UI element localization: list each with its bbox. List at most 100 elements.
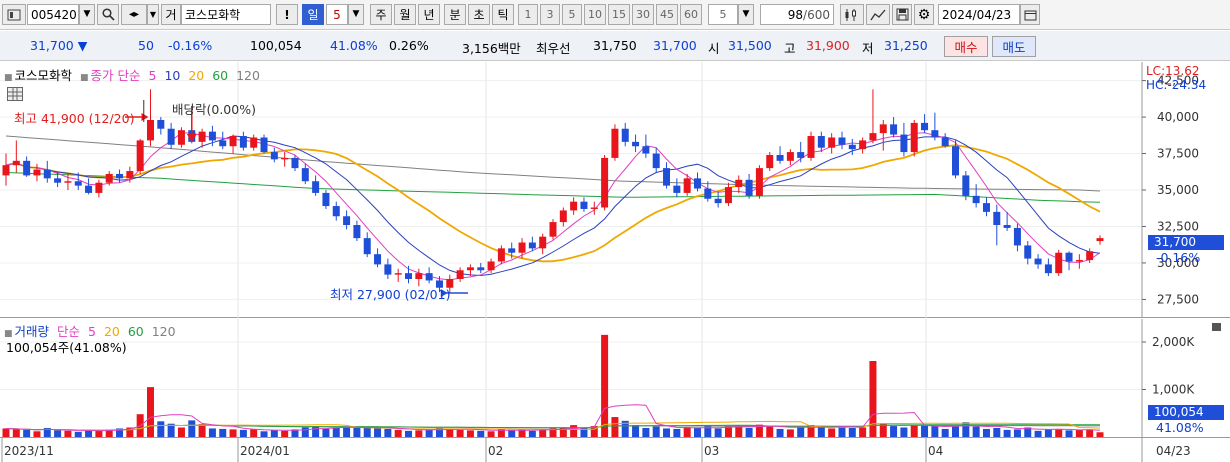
panel-close-icon[interactable] <box>1212 323 1221 331</box>
candle <box>714 198 722 204</box>
price-chart-panel[interactable]: 42,500 40,000 37,500 35,000 32,500 30,000 27,5… <box>0 62 1230 318</box>
volume-bar <box>456 429 464 437</box>
volume-bar <box>105 429 113 437</box>
stock-name-field[interactable]: 코스모화학 <box>181 4 271 25</box>
candle <box>838 137 846 145</box>
display-count-field[interactable]: 98/600 <box>760 4 834 25</box>
legend-vol-ma20: 20 <box>103 324 120 339</box>
candle <box>167 128 175 145</box>
candle <box>456 270 464 279</box>
volume-chart-canvas[interactable]: 2,000K 1,000K <box>0 319 1230 437</box>
candle <box>477 267 485 271</box>
screen-icon[interactable] <box>2 4 26 25</box>
gear-icon[interactable]: ⚙ <box>914 4 934 25</box>
candle <box>611 128 619 158</box>
low-annotation: 최저 27,900 (02/01) <box>330 287 451 302</box>
volume-bar <box>766 425 774 437</box>
candle <box>250 137 258 148</box>
candle <box>415 273 423 279</box>
candle <box>105 173 113 183</box>
candle <box>384 264 392 275</box>
chart-grid-icon[interactable] <box>7 87 23 101</box>
minute-10-button[interactable]: 10 <box>584 4 606 25</box>
candle <box>260 137 268 153</box>
volume-bar <box>146 387 154 437</box>
candle <box>621 128 629 142</box>
volume-bar <box>322 428 330 437</box>
legend-square-icon: ■ <box>4 329 13 339</box>
candle <box>539 236 547 249</box>
volume-bar <box>446 428 454 437</box>
buy-button[interactable]: 매수 <box>944 36 988 57</box>
hc-indicator: HC:-24.34 <box>1146 78 1207 92</box>
period-daily-tab[interactable]: 일 <box>302 4 324 25</box>
candle <box>724 187 732 204</box>
volume-bar <box>714 428 722 437</box>
period-value-field[interactable]: 5 <box>326 4 348 25</box>
candle <box>322 192 330 207</box>
candle <box>33 169 41 176</box>
minute-3-button[interactable]: 3 <box>540 4 560 25</box>
minute-value-field[interactable]: 5 <box>708 4 738 25</box>
legend-square-icon: ■ <box>4 73 13 83</box>
volume-bar <box>982 428 990 437</box>
code-dropdown-button[interactable]: ▼ <box>79 4 95 25</box>
volume-bar <box>621 420 629 437</box>
prev-next-icon[interactable]: ◂▸ <box>121 4 147 25</box>
volume-bar <box>435 427 443 437</box>
period-tab-weekly[interactable]: 주 <box>370 4 392 25</box>
volume-bar <box>539 429 547 437</box>
date-input[interactable]: 2024/04/23 <box>938 4 1020 25</box>
volume-bar <box>43 427 51 437</box>
candle <box>23 160 31 176</box>
legend-vol-ma5: 5 <box>88 324 96 339</box>
volume-chart-panel[interactable]: 2,000K 1,000K ■ 거래량 단순 5 20 60 120 100,054… <box>0 319 1230 437</box>
vol-ma5-line <box>5 404 1101 432</box>
minute-dropdown-button[interactable]: ▼ <box>738 4 754 25</box>
dropdown-icon[interactable]: ▼ <box>147 4 159 25</box>
sell-button[interactable]: 매도 <box>992 36 1036 57</box>
dividend-arrow-head <box>186 134 197 142</box>
minute-60-button[interactable]: 60 <box>680 4 702 25</box>
period-tab-monthly[interactable]: 월 <box>394 4 416 25</box>
y-tick-label: 37,500 <box>1157 147 1199 161</box>
candle <box>673 185 681 193</box>
volume-bar <box>301 427 309 437</box>
volume-ratio: 41.08% <box>330 38 378 53</box>
candle <box>910 122 918 153</box>
minute-15-button[interactable]: 15 <box>608 4 630 25</box>
stock-code-input[interactable]: 005420 <box>27 4 79 25</box>
minute-1-button[interactable]: 1 <box>518 4 538 25</box>
minute-30-button[interactable]: 30 <box>632 4 654 25</box>
quote-bar: 31,700 ▼ 50 -0.16% 100,054 41.08% 0.26% … <box>0 31 1230 61</box>
legend-vol-ma60: 60 <box>127 324 144 339</box>
volume-bar <box>601 334 609 437</box>
trendline-icon[interactable] <box>866 4 890 25</box>
candle <box>1065 252 1073 262</box>
legend-stock-name: 코스모화학 <box>14 68 73 83</box>
minute-45-button[interactable]: 45 <box>656 4 678 25</box>
volume-value: 100,054 <box>250 38 302 53</box>
save-icon[interactable] <box>892 4 912 25</box>
period-tab-second[interactable]: 초 <box>468 4 490 25</box>
chart-type-icon[interactable] <box>840 4 864 25</box>
candle <box>632 141 640 147</box>
minute-5-button[interactable]: 5 <box>562 4 582 25</box>
volume-bar <box>704 426 712 437</box>
calendar-icon[interactable] <box>1020 4 1040 25</box>
search-icon[interactable] <box>97 4 119 25</box>
volume-bar <box>941 428 949 437</box>
period-tab-minute[interactable]: 분 <box>444 4 466 25</box>
candle <box>54 178 62 183</box>
price-chart-canvas[interactable]: 42,500 40,000 37,500 35,000 32,500 30,000 27,5… <box>0 62 1230 318</box>
trade-amount: 3,156백만 <box>462 41 521 56</box>
period-dropdown-button[interactable]: ▼ <box>348 4 364 25</box>
volume-bar <box>1086 429 1094 437</box>
volume-bar <box>23 429 31 437</box>
candle <box>405 273 413 279</box>
period-tab-yearly[interactable]: 년 <box>418 4 440 25</box>
candle <box>941 137 949 147</box>
volume-bar <box>1034 430 1042 437</box>
period-tab-tick[interactable]: 틱 <box>492 4 514 25</box>
warning-button[interactable]: ! <box>276 4 298 25</box>
